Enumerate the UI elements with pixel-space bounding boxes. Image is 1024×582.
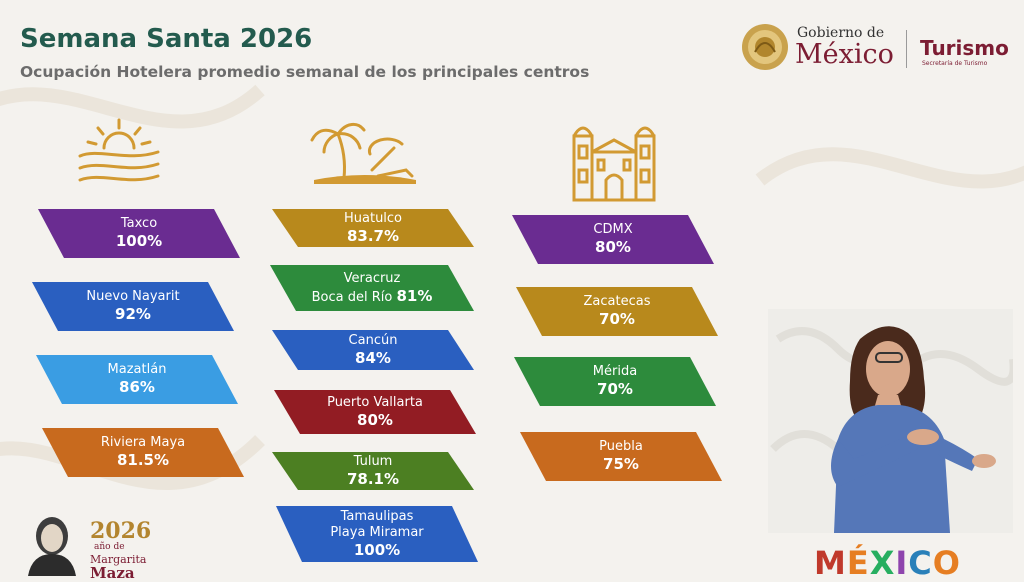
destination-name: Huatulco: [343, 210, 403, 226]
gobierno-small-text: Gobierno de: [797, 25, 885, 41]
destination-card-merida: Mérida 70%: [514, 357, 716, 406]
destination-subname: Boca del Río: [311, 289, 393, 305]
occupancy-value: 86%: [119, 378, 155, 397]
destination-card-tulum: Tulum 78.1%: [272, 452, 474, 490]
year-subtitle-3: Maza: [90, 564, 135, 582]
card-background: [272, 209, 474, 247]
destination-card-zacatecas: Zacatecas 70%: [516, 287, 718, 336]
cathedral-icon: [572, 126, 656, 202]
occupancy-value: 84%: [355, 348, 391, 367]
card-background: [512, 215, 714, 264]
card-background: [272, 452, 474, 490]
card-background: [42, 428, 244, 477]
palm-beach-icon: [310, 123, 416, 184]
destination-name: Nuevo Nayarit: [86, 289, 180, 305]
occupancy-value: 80%: [357, 410, 393, 429]
destination-name: Mérida: [592, 364, 638, 380]
destination-name: Puerto Vallarta: [327, 394, 423, 410]
card-background: [516, 287, 718, 336]
destination-name: Taxco: [120, 216, 158, 232]
destination-card-cancun: Cancún 84%: [272, 330, 474, 370]
national-seal-icon: [742, 24, 788, 70]
destination-card-veracruz: Veracruz Boca del Río 81%: [270, 265, 474, 311]
sign-language-interpreter: [768, 309, 1013, 533]
occupancy-value: 70%: [597, 380, 633, 399]
page-title: Semana Santa 2026: [20, 24, 313, 54]
brand-letter: X: [869, 544, 896, 582]
destination-card-puebla: Puebla 75%: [520, 432, 722, 481]
destination-name: Puebla: [599, 439, 643, 455]
brand-letter: O: [932, 544, 961, 582]
page-subtitle: Ocupación Hotelera promedio semanal de l…: [20, 63, 590, 81]
gobierno-turismo-logo: Gobierno de México Turismo Secretaría de…: [740, 22, 1020, 76]
destination-card-tamaulipas: Tamaulipas Playa Miramar 100%: [276, 506, 478, 562]
occupancy-value: 70%: [599, 310, 635, 329]
occupancy-value: 83.7%: [346, 226, 400, 245]
year-text: 2026: [90, 518, 152, 544]
destination-name: Cancún: [348, 332, 398, 348]
brand-letter: C: [908, 544, 933, 582]
logo-divider: [906, 30, 907, 68]
destination-name-line2: Boca del Río 81%: [312, 287, 433, 306]
destination-card-taxco: Taxco 100%: [38, 209, 240, 258]
brand-letter: É: [846, 544, 870, 582]
card-background: [270, 265, 474, 311]
year-subtitle-2: Margarita: [90, 553, 147, 566]
destination-name: Zacatecas: [583, 294, 651, 310]
occupancy-value: 80%: [595, 238, 631, 257]
interpreter-figure: [768, 309, 1013, 533]
card-background: [276, 506, 478, 562]
card-background: [38, 209, 240, 258]
destination-name: Mazatlán: [107, 362, 167, 378]
destination-name: Tamaulipas: [340, 508, 414, 524]
card-background: [32, 282, 234, 331]
occupancy-value: 81%: [396, 286, 433, 305]
destination-name: CDMX: [593, 222, 633, 238]
brand-letter: I: [895, 544, 909, 582]
occupancy-value: 100%: [115, 232, 163, 251]
occupancy-value: 92%: [115, 305, 151, 324]
destination-name: Veracruz: [343, 270, 401, 286]
card-background: [272, 330, 474, 370]
card-background: [514, 357, 716, 406]
mexico-brand-logo: MÉXICO: [814, 544, 961, 582]
mexico-text: México: [795, 39, 894, 70]
destination-card-riviera-maya: Riviera Maya 81.5%: [42, 428, 244, 477]
margarita-maza-portrait-icon: [28, 517, 76, 576]
destination-card-puerto-vallarta: Puerto Vallarta 80%: [274, 390, 476, 434]
destination-card-cdmx: CDMX 80%: [512, 215, 714, 264]
destination-name: Riviera Maya: [100, 435, 186, 451]
card-background: [520, 432, 722, 481]
destination-card-nuevo-nayarit: Nuevo Nayarit 92%: [32, 282, 234, 331]
year-subtitle-1: año de: [94, 542, 125, 552]
occupancy-value: 81.5%: [116, 451, 170, 470]
destination-card-mazatlan: Mazatlán 86%: [36, 355, 238, 404]
occupancy-value: 78.1%: [346, 469, 400, 488]
sectur-text: Secretaría de Turismo: [922, 60, 988, 67]
card-background: [274, 390, 476, 434]
brand-letter: M: [814, 544, 847, 582]
margarita-maza-logo: 2026 año de Margarita Maza: [22, 510, 162, 582]
occupancy-value: 75%: [603, 455, 639, 474]
sun-landscape-icon: [78, 118, 160, 182]
destination-card-huatulco: Huatulco 83.7%: [272, 209, 474, 247]
occupancy-value: 100%: [353, 540, 401, 559]
card-background: [36, 355, 238, 404]
destination-name: Tulum: [353, 453, 393, 469]
turismo-text: Turismo: [920, 36, 1009, 60]
destination-subname: Playa Miramar: [330, 524, 424, 540]
